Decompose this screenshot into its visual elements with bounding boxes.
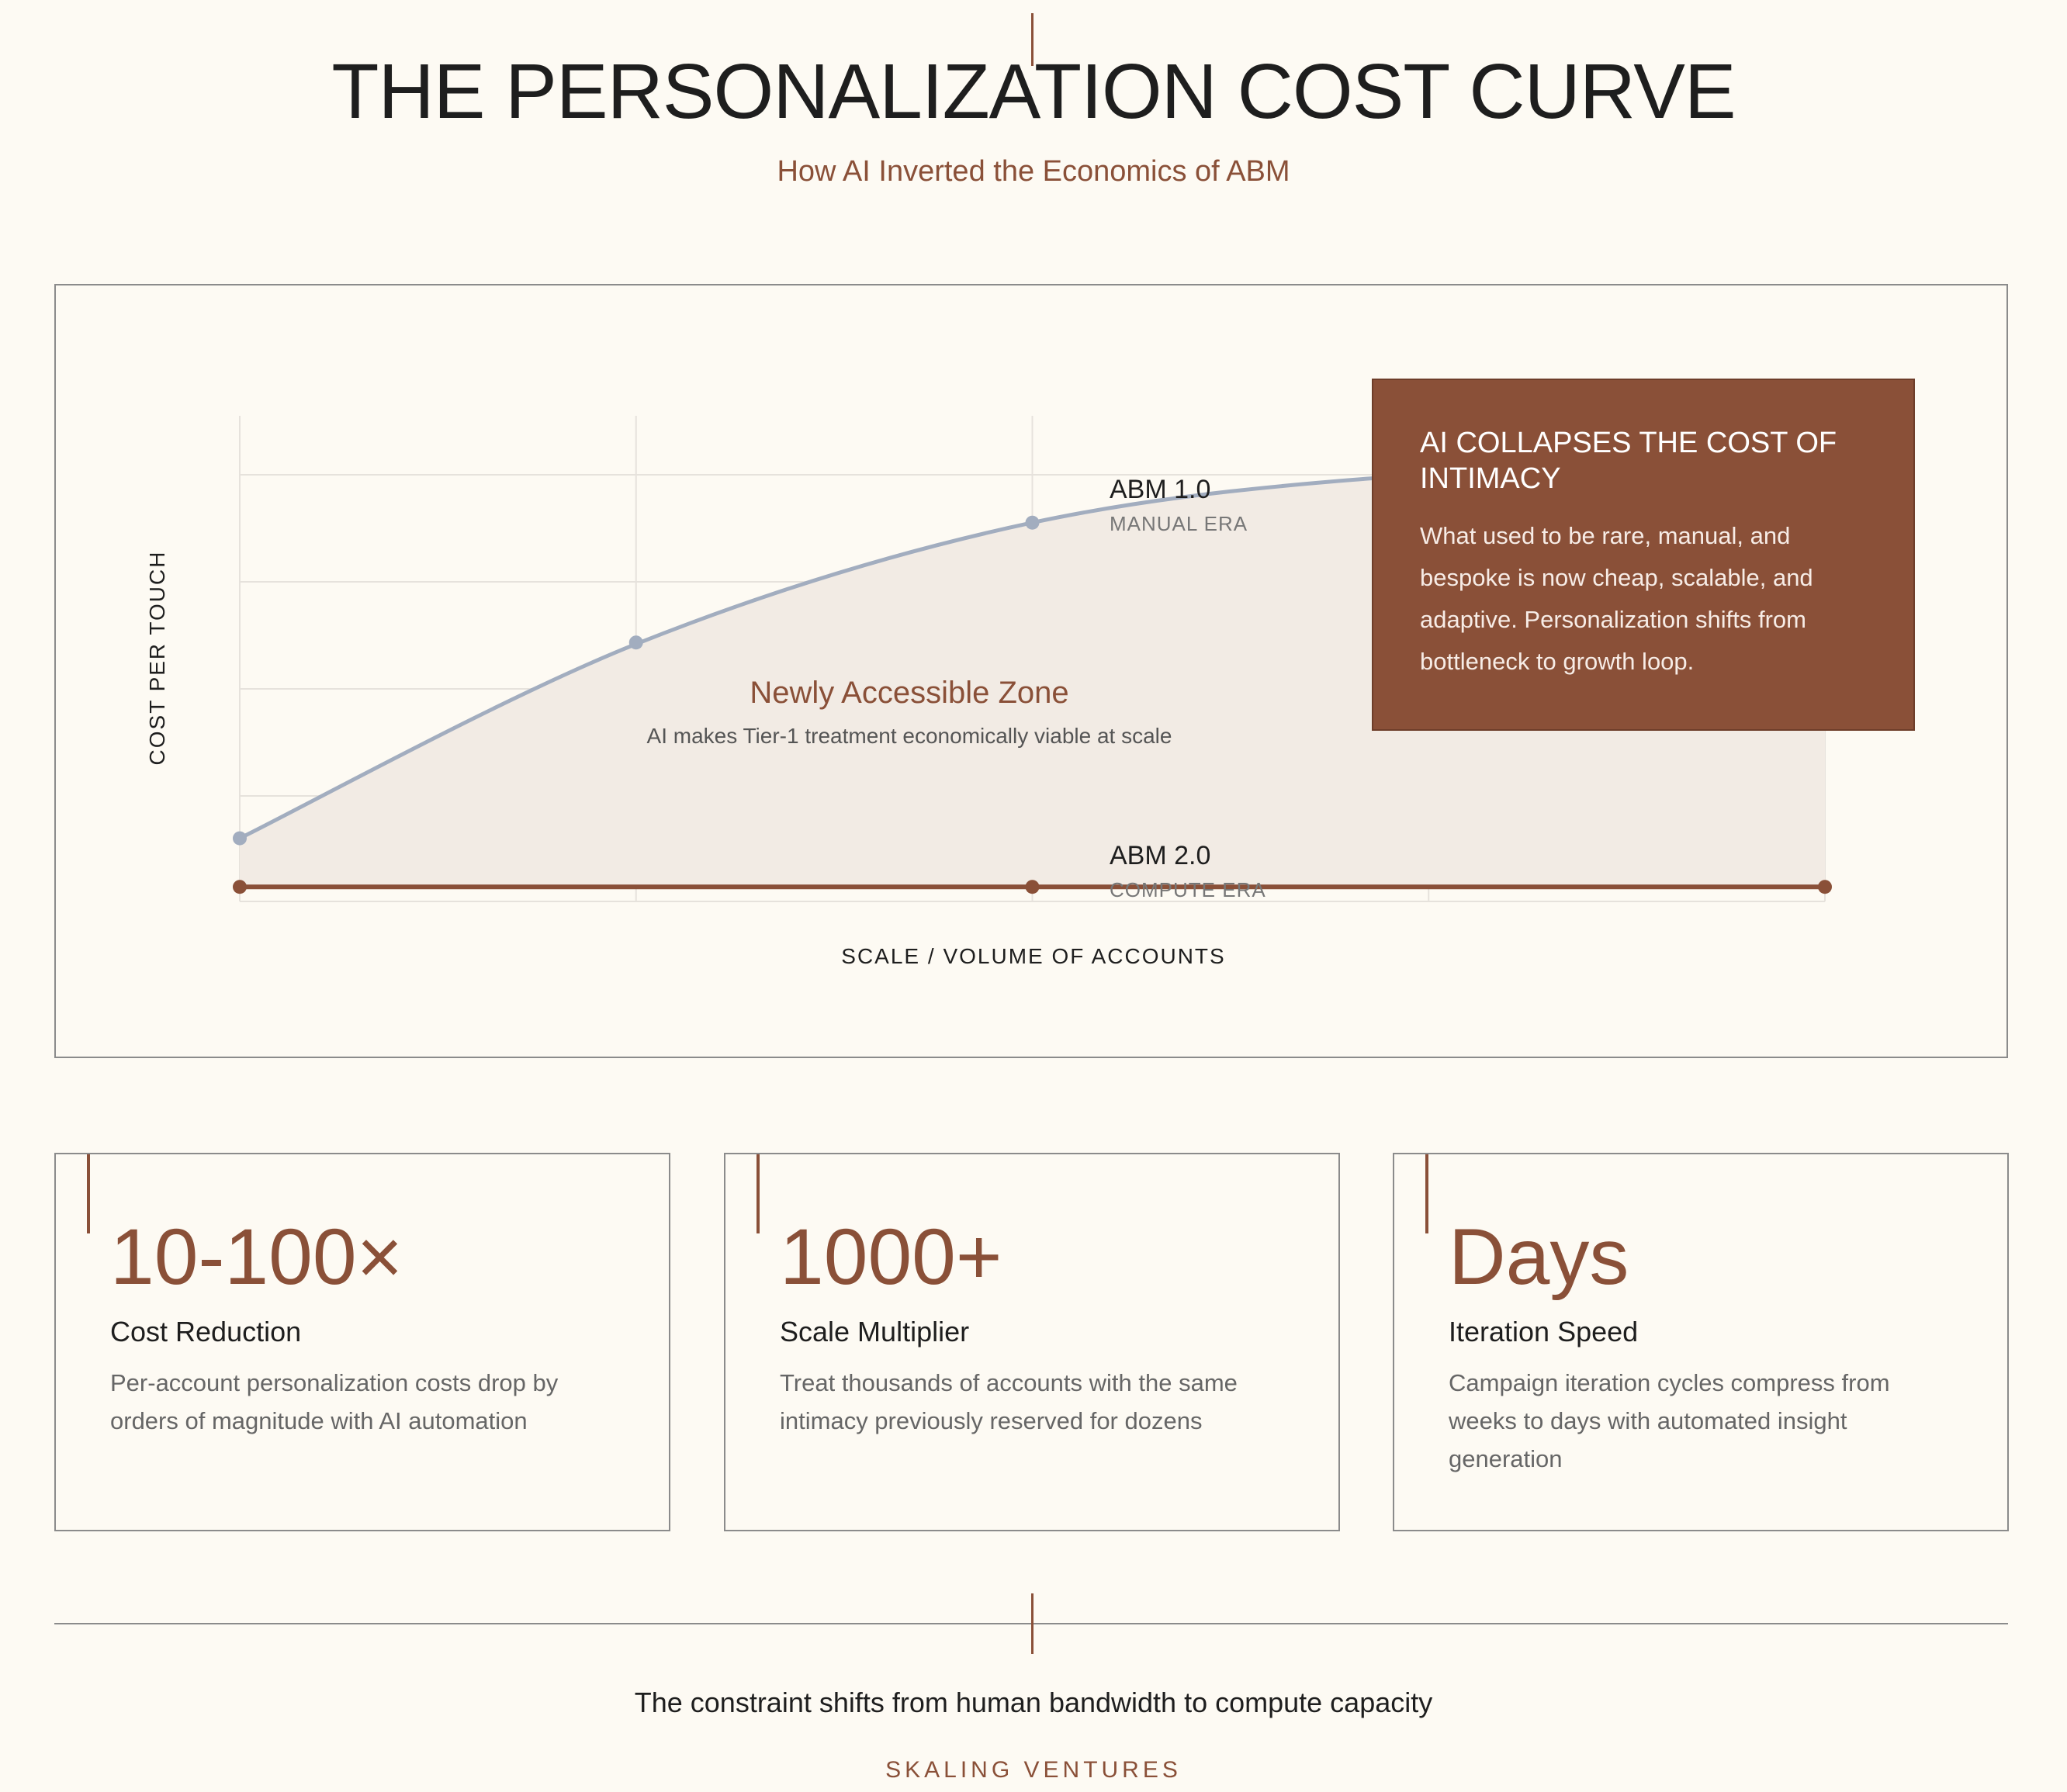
abm1-label: ABM 1.0 <box>1110 475 1210 504</box>
stat-accent-bar <box>87 1154 90 1233</box>
abm2-point <box>1025 880 1040 894</box>
stat-label: Cost Reduction <box>110 1316 302 1347</box>
stat-accent-bar <box>1425 1154 1428 1233</box>
abm1-point <box>233 831 247 846</box>
abm1-point <box>1025 515 1040 530</box>
x-axis-label: SCALE / VOLUME OF ACCOUNTS <box>841 944 1225 968</box>
abm1-sublabel: MANUAL ERA <box>1110 512 1248 535</box>
stat-description: Per-account personalization costs drop b… <box>110 1369 559 1434</box>
title-accent-tick <box>1031 13 1034 66</box>
stat-value: 10-100× <box>110 1213 403 1301</box>
stat-value: Days <box>1449 1213 1629 1301</box>
callout-body: What used to be rare, manual, and bespok… <box>1420 522 1813 675</box>
abm2-label: ABM 2.0 <box>1110 841 1210 870</box>
footer-tagline: The constraint shifts from human bandwid… <box>634 1686 1433 1718</box>
stat-description: Campaign iteration cycles compress from … <box>1449 1369 1890 1472</box>
stat-card-cost-reduction: 10-100× Cost Reduction Per-account perso… <box>54 1153 670 1531</box>
stat-card-scale-multiplier: 1000+ Scale Multiplier Treat thousands o… <box>724 1153 1340 1531</box>
abm2-point <box>233 880 247 894</box>
footer-accent-tick <box>1031 1593 1034 1654</box>
stat-label: Iteration Speed <box>1449 1316 1639 1347</box>
abm1-point <box>628 635 643 650</box>
page-subtitle: How AI Inverted the Economics of ABM <box>777 155 1290 188</box>
stat-card-iteration-speed: Days Iteration Speed Campaign iteration … <box>1393 1153 2009 1531</box>
stat-description: Treat thousands of accounts with the sam… <box>780 1369 1238 1434</box>
callout-title: AI COLLAPSES THE COST OF INTIMACY <box>1420 427 1837 495</box>
page-title: THE PERSONALIZATION COST CURVE <box>331 48 1736 135</box>
abm2-point <box>1818 880 1832 894</box>
brand-name: SKALING VENTURES <box>885 1757 1182 1783</box>
abm2-sublabel: COMPUTE ERA <box>1110 878 1266 901</box>
y-axis-label: COST PER TOUCH <box>145 551 169 766</box>
stat-accent-bar <box>757 1154 760 1233</box>
zone-title: Newly Accessible Zone <box>750 676 1068 710</box>
stat-label: Scale Multiplier <box>780 1316 970 1347</box>
insight-callout: AI COLLAPSES THE COST OF INTIMACY What u… <box>1372 379 1915 731</box>
zone-subtitle: AI makes Tier-1 treatment economically v… <box>647 724 1172 748</box>
stat-value: 1000+ <box>780 1213 1002 1301</box>
